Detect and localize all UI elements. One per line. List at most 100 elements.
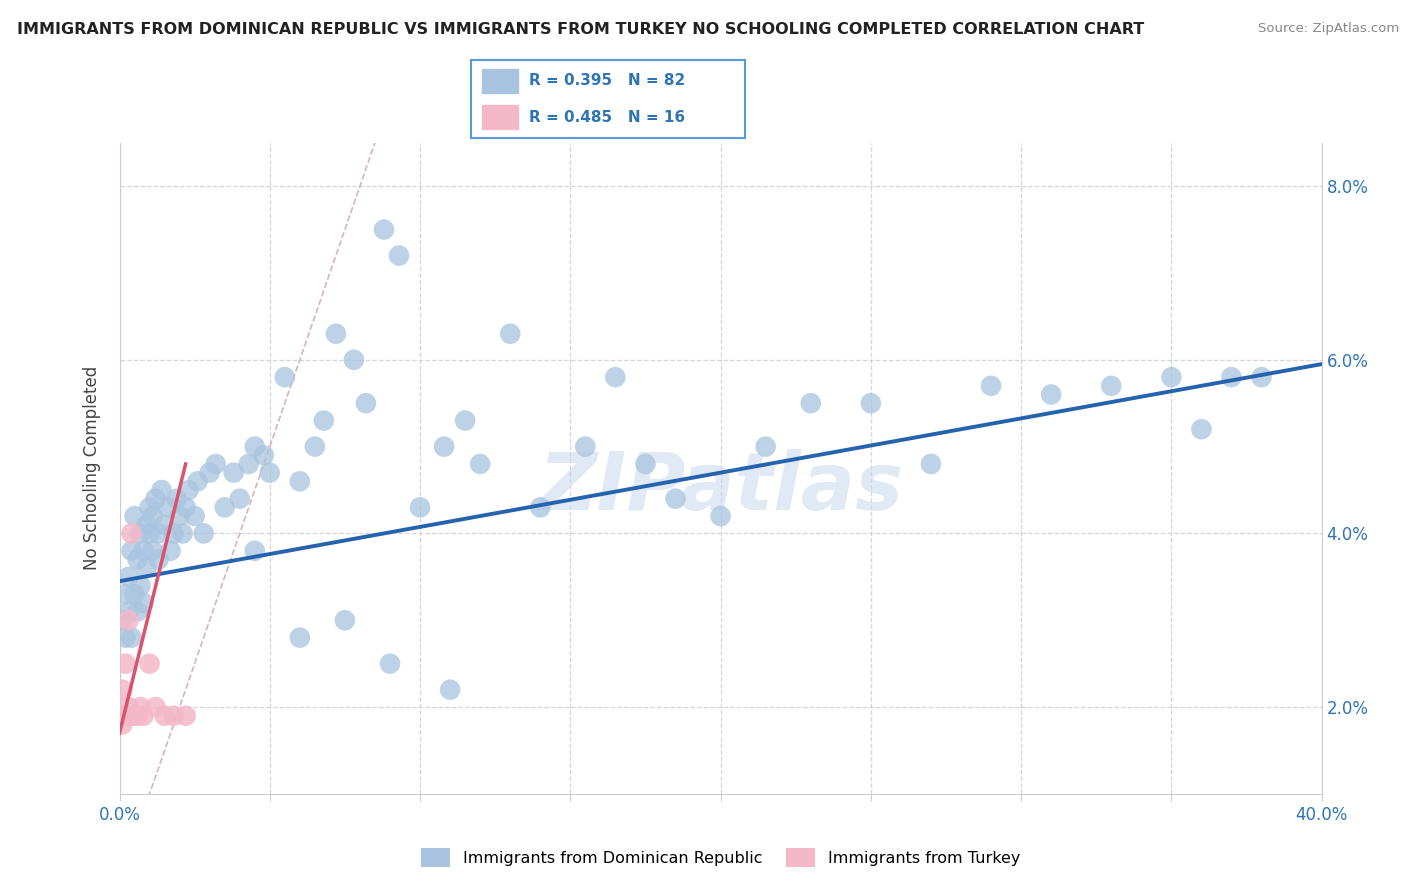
Point xyxy=(121,526,143,541)
Point xyxy=(304,440,326,454)
Point xyxy=(1220,370,1243,384)
Point xyxy=(129,700,152,714)
Point xyxy=(1099,379,1122,393)
Point xyxy=(468,457,492,471)
Point xyxy=(159,543,181,558)
Point xyxy=(138,526,160,541)
Point xyxy=(132,596,155,610)
Point xyxy=(135,561,157,575)
Point xyxy=(274,370,297,384)
Point xyxy=(800,396,823,410)
Text: IMMIGRANTS FROM DOMINICAN REPUBLIC VS IMMIGRANTS FROM TURKEY NO SCHOOLING COMPLE: IMMIGRANTS FROM DOMINICAN REPUBLIC VS IM… xyxy=(17,22,1144,37)
Point xyxy=(605,370,627,384)
Point xyxy=(1250,370,1272,384)
Point xyxy=(150,483,173,497)
Point xyxy=(174,708,197,723)
Point xyxy=(135,517,157,532)
Point xyxy=(388,249,411,263)
Point xyxy=(204,457,226,471)
Point xyxy=(127,708,149,723)
Point xyxy=(162,526,184,541)
Point xyxy=(124,708,146,723)
Point xyxy=(145,491,167,506)
Point xyxy=(127,605,149,619)
Point xyxy=(439,682,461,697)
Point xyxy=(138,500,160,515)
Point xyxy=(174,500,197,515)
Point xyxy=(111,682,134,697)
Point xyxy=(288,475,311,489)
Point xyxy=(859,396,882,410)
Point xyxy=(117,570,139,584)
Point xyxy=(243,543,266,558)
Point xyxy=(117,605,139,619)
Point xyxy=(198,466,221,480)
Point xyxy=(127,552,149,566)
Point xyxy=(148,552,170,566)
Point xyxy=(920,457,942,471)
Point xyxy=(288,631,311,645)
Point xyxy=(333,613,356,627)
Point xyxy=(124,509,146,524)
Text: Source: ZipAtlas.com: Source: ZipAtlas.com xyxy=(1258,22,1399,36)
Point xyxy=(214,500,236,515)
Point xyxy=(142,543,165,558)
Point xyxy=(142,509,165,524)
Point xyxy=(378,657,401,671)
Point xyxy=(166,491,188,506)
Point xyxy=(114,657,136,671)
Point xyxy=(664,491,686,506)
Point xyxy=(177,483,200,497)
Point xyxy=(312,413,335,427)
Y-axis label: No Schooling Completed: No Schooling Completed xyxy=(83,367,101,570)
Point xyxy=(222,466,245,480)
Point xyxy=(373,222,395,236)
Point xyxy=(121,631,143,645)
Point xyxy=(354,396,377,410)
Point xyxy=(325,326,347,341)
Point xyxy=(433,440,456,454)
Point xyxy=(755,440,778,454)
Point xyxy=(238,457,260,471)
Point xyxy=(111,613,134,627)
Point xyxy=(243,440,266,454)
Bar xyxy=(482,70,517,93)
Point xyxy=(709,509,731,524)
Text: R = 0.395   N = 82: R = 0.395 N = 82 xyxy=(529,73,685,88)
Point xyxy=(343,352,366,367)
Bar xyxy=(482,105,517,128)
Point xyxy=(193,526,215,541)
Point xyxy=(172,526,194,541)
Point xyxy=(111,717,134,731)
Point xyxy=(114,587,136,601)
Point xyxy=(129,526,152,541)
Point xyxy=(454,413,477,427)
Point xyxy=(129,578,152,592)
Point xyxy=(114,631,136,645)
Point xyxy=(132,708,155,723)
Point xyxy=(183,509,205,524)
Point xyxy=(132,543,155,558)
Legend: Immigrants from Dominican Republic, Immigrants from Turkey: Immigrants from Dominican Republic, Immi… xyxy=(415,841,1026,874)
Point xyxy=(117,700,139,714)
Point xyxy=(259,466,281,480)
Point xyxy=(145,700,167,714)
Point xyxy=(124,587,146,601)
Point xyxy=(156,500,179,515)
Point xyxy=(153,708,176,723)
Point xyxy=(499,326,522,341)
Text: ZIPatlas: ZIPatlas xyxy=(538,449,903,527)
Point xyxy=(574,440,596,454)
Point xyxy=(1160,370,1182,384)
Text: R = 0.485   N = 16: R = 0.485 N = 16 xyxy=(529,110,685,125)
Point xyxy=(1040,387,1063,401)
Point xyxy=(253,448,276,462)
Point xyxy=(529,500,551,515)
Point xyxy=(162,708,184,723)
Point xyxy=(187,475,209,489)
Point xyxy=(409,500,432,515)
Point xyxy=(169,509,191,524)
Point xyxy=(117,613,139,627)
Point xyxy=(153,517,176,532)
Point xyxy=(228,491,252,506)
